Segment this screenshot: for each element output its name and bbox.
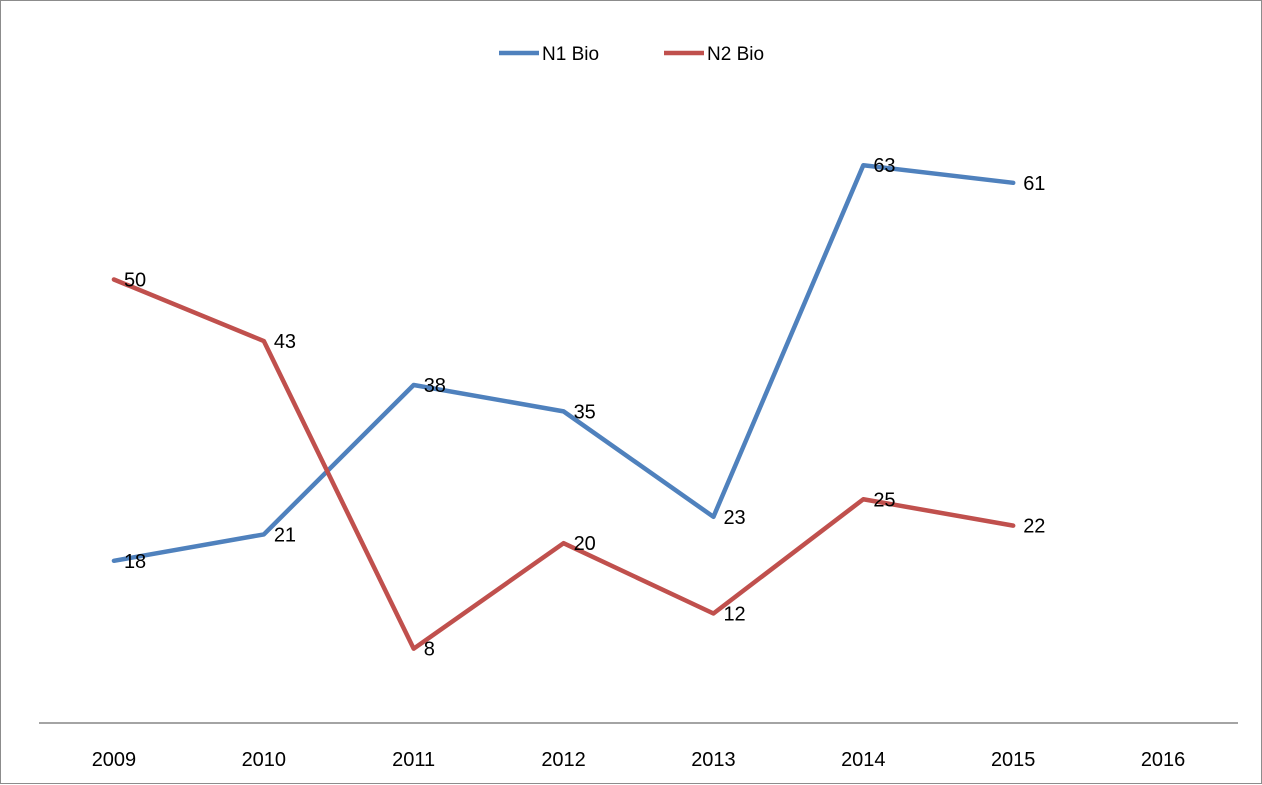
data-label-s1-2014: 63 xyxy=(873,155,895,177)
x-tick-label-2014: 2014 xyxy=(841,749,886,771)
data-label-s1-2009: 18 xyxy=(124,551,146,573)
data-label-s2-2014: 25 xyxy=(873,489,895,511)
x-tick-label-2016: 2016 xyxy=(1141,749,1186,771)
series-lines xyxy=(114,165,1013,649)
series-line-2 xyxy=(114,280,1013,649)
x-tick-label-2012: 2012 xyxy=(541,749,586,771)
x-tick-label-2009: 2009 xyxy=(92,749,137,771)
data-label-s2-2013: 12 xyxy=(723,604,745,626)
legend-label-1: N1 Bio xyxy=(542,44,599,65)
x-tick-label-2010: 2010 xyxy=(242,749,287,771)
x-tick-label-2011: 2011 xyxy=(392,749,435,771)
data-label-s1-2010: 21 xyxy=(274,524,296,546)
data-labels: 18 21 38 35 23 63 61 50 43 8 20 12 25 22 xyxy=(124,155,1046,660)
legend-label-2: N2 Bio xyxy=(707,44,764,65)
data-label-s2-2012: 20 xyxy=(574,533,596,555)
data-label-s1-2013: 23 xyxy=(723,507,745,529)
data-label-s1-2012: 35 xyxy=(574,401,596,423)
data-label-s2-2010: 43 xyxy=(274,331,296,353)
data-label-s2-2015: 22 xyxy=(1023,516,1045,538)
x-axis-tick-labels: 2009 2010 2011 2012 2013 2014 2015 2016 xyxy=(92,749,1186,771)
legend: N1 Bio N2 Bio xyxy=(499,44,764,65)
data-label-s1-2015: 61 xyxy=(1023,173,1045,195)
x-tick-label-2013: 2013 xyxy=(691,749,736,771)
data-label-s2-2011: 8 xyxy=(424,639,435,661)
x-tick-label-2015: 2015 xyxy=(991,749,1036,771)
data-label-s2-2009: 50 xyxy=(124,270,146,292)
data-label-s1-2011: 38 xyxy=(424,375,446,397)
